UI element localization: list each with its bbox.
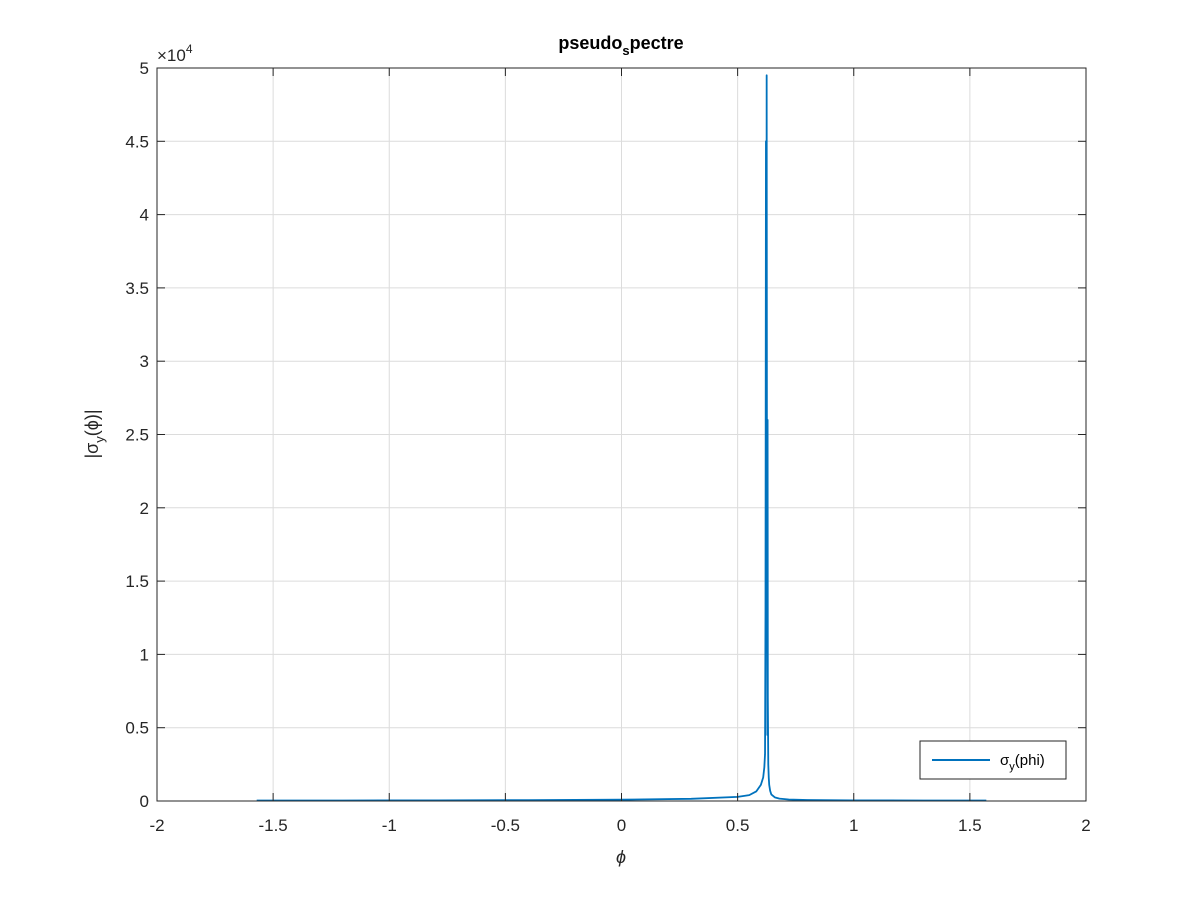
series-layer [256, 74, 987, 802]
y-tick-label: 4.5 [125, 132, 149, 151]
chart-title: pseudospectre [558, 33, 683, 58]
y-tick-label: 2 [140, 499, 149, 518]
x-tick-label: -1 [382, 816, 397, 835]
series-line [256, 74, 987, 802]
x-tick-label: -2 [149, 816, 164, 835]
y-tick-label: 3.5 [125, 279, 149, 298]
x-tick-label: -1.5 [258, 816, 287, 835]
y-tick-label: 4 [140, 206, 149, 225]
y-exponent-label: ×104 [157, 42, 193, 65]
y-axis-title: |σy(ϕ)| [82, 409, 107, 458]
x-tick-label: 1.5 [958, 816, 982, 835]
legend: σy(phi) [919, 740, 1067, 780]
y-tick-label: 2.5 [125, 426, 149, 445]
legend-label: σy(phi) [1000, 752, 1045, 773]
y-tick-label: 0.5 [125, 719, 149, 738]
y-tick-label: 5 [140, 59, 149, 78]
y-tick-label: 0 [140, 792, 149, 811]
x-tick-label: 1 [849, 816, 858, 835]
y-tick-label: 3 [140, 352, 149, 371]
x-tick-label: 0 [617, 816, 626, 835]
y-tick-label: 1.5 [125, 572, 149, 591]
x-tick-label: 2 [1081, 816, 1090, 835]
x-tick-label: 0.5 [726, 816, 750, 835]
y-tick-label: 1 [140, 645, 149, 664]
grid-layer [156, 67, 1087, 802]
x-axis-title: ϕ [616, 847, 626, 867]
x-tick-label: -0.5 [491, 816, 520, 835]
ticks-layer: -2 -1.5 -1 -0.5 0 0.5 1 1.5 2 0 0.5 1 1.5 2 2.5 3 3.5 4 4.… [125, 59, 1090, 835]
